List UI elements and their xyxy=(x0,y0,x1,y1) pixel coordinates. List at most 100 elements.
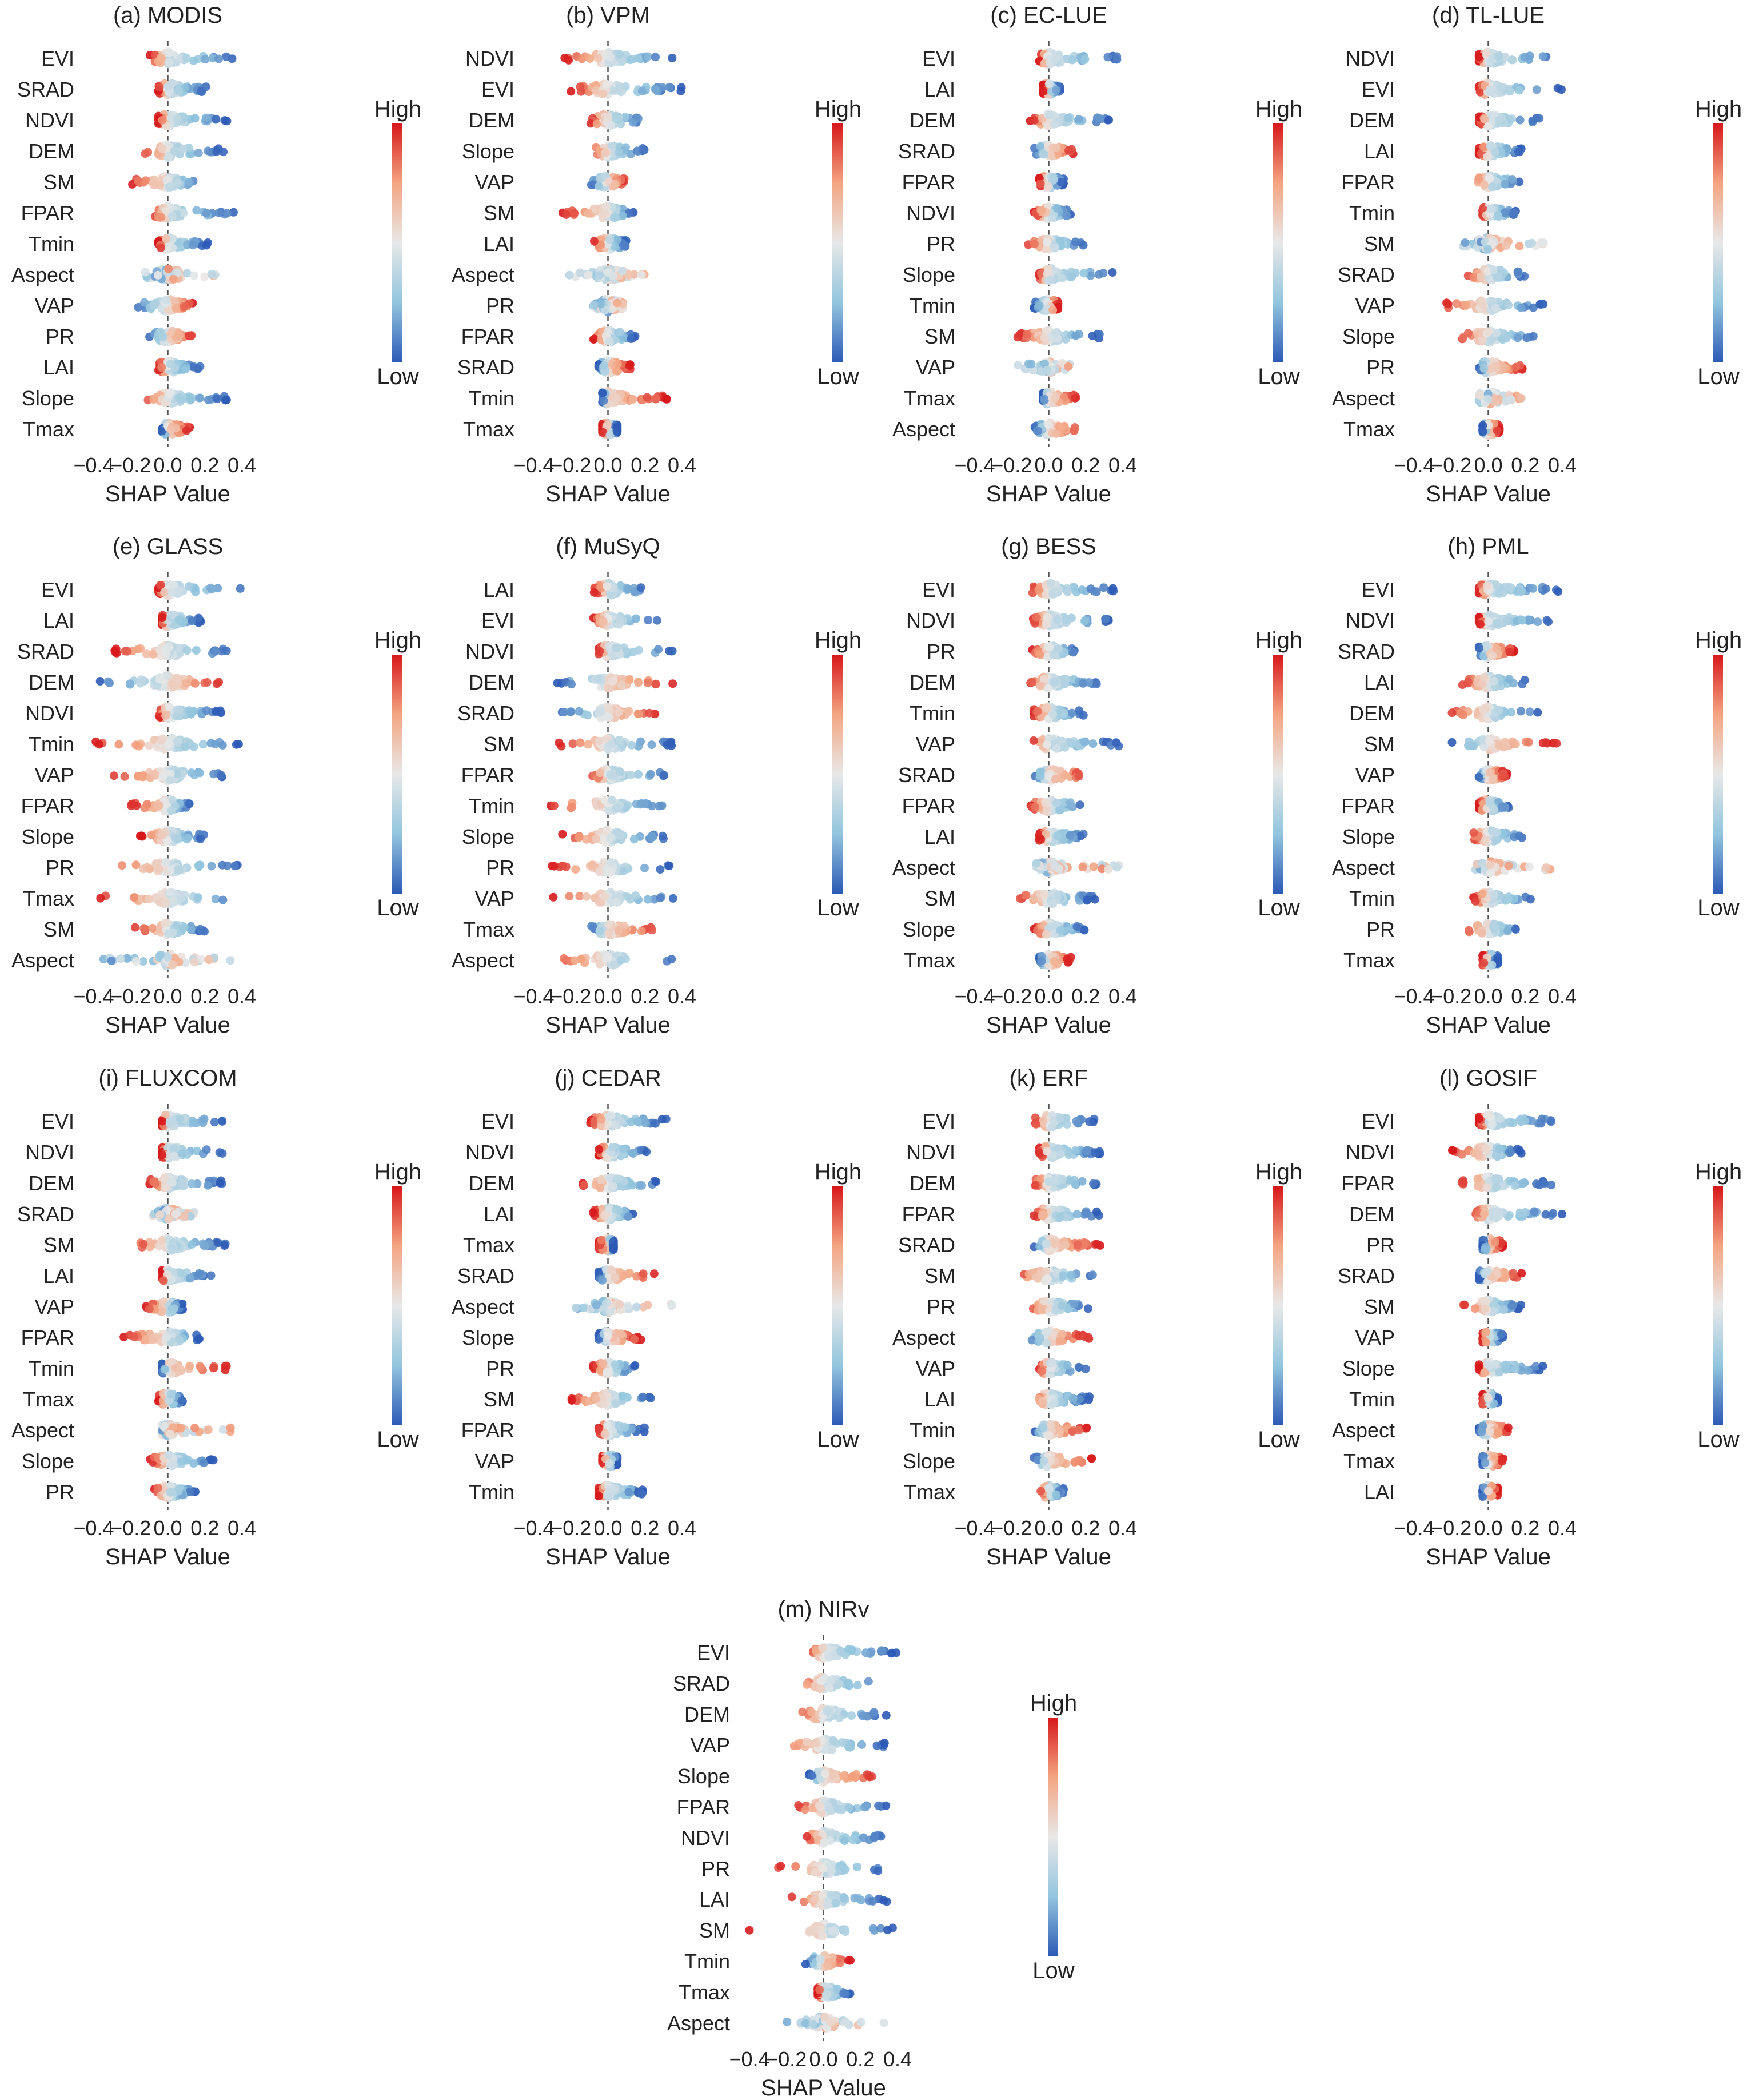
shap-point xyxy=(611,180,620,189)
shap-point xyxy=(1048,305,1058,314)
shap-point xyxy=(218,895,228,904)
shap-point xyxy=(627,149,635,158)
shap-point xyxy=(1023,330,1032,338)
shap-point xyxy=(198,740,208,749)
shap-point xyxy=(637,86,647,95)
shap-point xyxy=(212,707,221,716)
shap-point xyxy=(1079,241,1088,250)
shap-point xyxy=(195,768,204,778)
shap-point xyxy=(597,300,606,309)
colorbar-gradient xyxy=(392,655,402,894)
feature-label: Aspect xyxy=(892,417,955,441)
shap-point xyxy=(103,677,113,686)
shap-point xyxy=(192,206,201,215)
shap-point xyxy=(1506,395,1515,404)
feature-label: LAI xyxy=(484,232,514,256)
shap-point xyxy=(190,958,199,967)
feature-label: SM xyxy=(924,325,955,348)
shap-point xyxy=(182,269,192,278)
feature-label: NDVI xyxy=(1346,47,1395,70)
shap-point xyxy=(110,771,118,780)
feature-row-tmin xyxy=(1030,294,1063,315)
shap-point xyxy=(651,85,660,94)
shap-point xyxy=(1074,115,1083,124)
shap-point xyxy=(218,860,227,870)
shap-point xyxy=(1507,175,1517,184)
shap-point xyxy=(1493,273,1502,282)
shap-point xyxy=(1088,332,1097,341)
shap-point xyxy=(595,647,604,656)
x-tick-label: 0.2 xyxy=(1511,453,1539,477)
shap-point xyxy=(107,957,116,965)
shap-point xyxy=(595,271,604,280)
shap-point xyxy=(596,240,605,249)
shap-point xyxy=(1488,297,1497,306)
shap-point xyxy=(173,865,182,874)
feature-label: SRAD xyxy=(457,356,514,379)
shap-point xyxy=(1064,114,1073,123)
feature-row-srad xyxy=(1030,141,1078,161)
feature-label: EVI xyxy=(481,609,514,632)
shap-point xyxy=(133,176,142,185)
shap-point xyxy=(589,237,599,246)
feature-row-sm xyxy=(1458,233,1548,255)
feature-label: PR xyxy=(46,325,74,348)
shap-point xyxy=(644,52,653,61)
shap-point xyxy=(135,831,145,840)
shap-point xyxy=(589,301,599,310)
shap-point xyxy=(1487,182,1497,192)
x-tick-label: −0.4 xyxy=(73,985,114,1008)
shap-point xyxy=(177,894,186,903)
feature-label: Aspect xyxy=(11,949,74,972)
shap-point xyxy=(141,268,150,277)
shap-point xyxy=(1071,331,1080,340)
shap-point xyxy=(207,269,216,278)
x-tick-label: −0.2 xyxy=(1431,453,1471,477)
shap-point xyxy=(1478,427,1487,436)
shap-point xyxy=(1071,237,1080,246)
feature-label: NDVI xyxy=(465,47,514,70)
shap-point xyxy=(127,801,135,810)
feature-label: SM xyxy=(484,201,514,225)
feature-row-vap xyxy=(1442,296,1548,316)
feature-row-srad xyxy=(1463,264,1529,285)
feature-label: VAP xyxy=(475,170,514,194)
feature-row-srad xyxy=(594,356,635,377)
shap-point xyxy=(148,923,157,933)
panel-title: (f) MuSyQ xyxy=(556,534,660,559)
feature-row-lai xyxy=(1039,79,1064,100)
colorbar-low-label: Low xyxy=(817,364,859,389)
feature-row-ndvi xyxy=(1474,47,1551,68)
shap-point xyxy=(1515,86,1523,95)
shap-point xyxy=(1557,85,1566,94)
shap-point xyxy=(155,213,165,222)
feature-label: Tmax xyxy=(904,386,955,410)
feature-row-tmax xyxy=(1039,387,1080,409)
shap-point xyxy=(1529,332,1538,341)
shap-point xyxy=(162,296,171,305)
shap-point xyxy=(617,57,627,66)
feature-row-aspect xyxy=(1474,387,1526,409)
shap-point xyxy=(139,924,149,933)
shap-point xyxy=(201,55,210,64)
feature-label: SRAD xyxy=(17,78,74,101)
shap-point xyxy=(1050,243,1059,252)
shap-point xyxy=(1504,301,1513,310)
shap-point xyxy=(160,588,169,597)
shap-point xyxy=(114,740,123,749)
shap-point xyxy=(158,772,167,781)
shap-point xyxy=(206,739,216,748)
feature-label: VAP xyxy=(916,356,955,379)
panel-2: (c) EC-LUEEVILAIDEMSRADFPARNDVIPRSlopeTm… xyxy=(892,3,1302,507)
shap-point xyxy=(599,396,608,405)
shap-point xyxy=(182,53,191,62)
feature-label: Aspect xyxy=(452,263,514,286)
feature-label: Slope xyxy=(1342,325,1395,348)
shap-point xyxy=(595,182,604,191)
shap-point xyxy=(166,425,176,435)
shap-point xyxy=(1071,394,1079,403)
panel-1: (b) VPMNDVIEVIDEMSlopeVAPSMLAIAspectPRFP… xyxy=(452,3,861,507)
shap-point xyxy=(185,706,193,715)
feature-row-tmax xyxy=(598,418,622,440)
